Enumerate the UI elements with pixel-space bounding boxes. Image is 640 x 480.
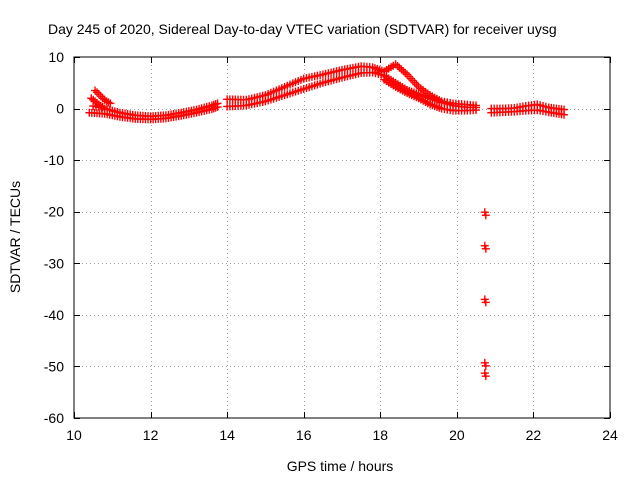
x-tick-label: 18 <box>372 427 388 443</box>
data-marker <box>395 63 404 72</box>
x-tick-label: 10 <box>66 427 82 443</box>
x-tick-label: 20 <box>449 427 465 443</box>
y-tick-label: -40 <box>44 307 64 323</box>
data-marker <box>412 80 421 89</box>
data-marker <box>213 103 222 112</box>
data-marker <box>106 99 115 108</box>
data-marker <box>408 76 417 85</box>
plot-frame <box>73 56 611 419</box>
x-tick-label: 12 <box>143 427 159 443</box>
data-marker <box>397 65 406 74</box>
outlier-marker <box>481 372 490 381</box>
y-tick-label: -30 <box>44 255 64 271</box>
y-tick-label: 10 <box>48 49 64 65</box>
y-axis-label: SDTVAR / TECUs <box>7 181 23 293</box>
data-marker <box>393 61 402 70</box>
y-tick-label: -20 <box>44 204 64 220</box>
outlier-marker <box>481 298 490 307</box>
x-axis-label: GPS time / hours <box>287 458 394 474</box>
outlier-marker <box>481 361 490 370</box>
grid-lines <box>74 57 610 418</box>
data-marker <box>96 92 105 101</box>
data-marker <box>405 72 413 81</box>
y-tick-label: -10 <box>44 152 64 168</box>
data-marker <box>391 60 400 69</box>
data-marker <box>92 88 101 97</box>
axis-ticks <box>74 57 611 419</box>
data-marker <box>560 110 569 119</box>
x-tick-label: 14 <box>219 427 235 443</box>
x-tick-label: 24 <box>602 427 618 443</box>
data-marker <box>399 67 408 76</box>
outlier-marker <box>481 244 490 253</box>
x-tick-labels: 10 12 14 16 18 20 22 24 <box>66 427 618 443</box>
data-marker <box>91 86 100 95</box>
chart-title: Day 245 of 2020, Sidereal Day-to-day VTE… <box>48 21 557 37</box>
data-marker <box>410 78 419 87</box>
x-tick-label: 16 <box>296 427 312 443</box>
data-marker <box>104 98 113 107</box>
y-tick-label: -50 <box>44 358 64 374</box>
data-marker <box>98 103 107 112</box>
data-marker <box>96 101 105 110</box>
data-marker <box>401 68 410 77</box>
data-marker <box>406 74 415 83</box>
data-marker <box>94 90 103 99</box>
y-tick-label: 0 <box>56 101 64 117</box>
y-tick-label: -60 <box>44 410 64 426</box>
x-tick-label: 22 <box>526 427 542 443</box>
data-marker <box>472 106 480 115</box>
outlier-marker <box>481 211 490 220</box>
y-tick-labels: 10 0 -10 -20 -30 -40 -50 -60 <box>44 49 64 426</box>
data-points <box>85 60 569 381</box>
